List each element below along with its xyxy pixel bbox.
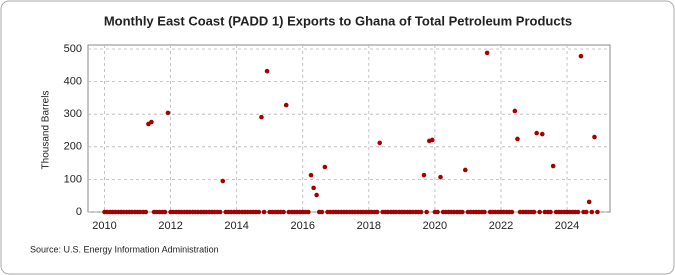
data-point: [149, 119, 154, 125]
data-point: [429, 137, 435, 143]
data-point: [534, 130, 539, 136]
data-point: [256, 209, 262, 215]
x-tick-label: 2012: [158, 220, 182, 232]
data-point: [438, 174, 443, 180]
data-point: [217, 209, 223, 215]
data-point: [583, 209, 589, 215]
data-point: [259, 114, 264, 120]
y-tick-label: 400: [64, 76, 82, 88]
data-point: [550, 163, 556, 169]
data-point: [512, 108, 518, 114]
data-point: [165, 110, 171, 116]
data-point: [578, 53, 584, 59]
data-point: [162, 209, 168, 215]
data-point: [589, 209, 595, 215]
data-point: [314, 192, 319, 198]
data-point: [418, 209, 424, 215]
data-point: [435, 209, 440, 215]
x-tick-label: 2024: [555, 220, 579, 232]
data-point: [462, 167, 468, 173]
y-tick-label: 100: [64, 173, 82, 185]
y-axis-label: Thousand Barrels: [41, 91, 52, 170]
x-tick-label: 2022: [489, 220, 513, 232]
data-point: [539, 131, 545, 137]
data-point: [460, 209, 465, 215]
data-point: [586, 199, 592, 205]
data-point: [311, 185, 316, 191]
data-point: [220, 178, 226, 184]
data-point: [319, 209, 325, 215]
plot-area: [87, 44, 611, 213]
data-point: [143, 209, 149, 215]
data-point: [374, 209, 380, 215]
data-point: [515, 136, 520, 142]
y-tick-label: 500: [64, 43, 82, 55]
data-point: [592, 134, 597, 140]
chart-title: Monthly East Coast (PADD 1) Exports to G…: [104, 13, 572, 28]
x-tick-label: 2018: [357, 220, 381, 232]
data-point: [281, 209, 286, 215]
data-point: [264, 68, 270, 74]
data-point: [575, 209, 581, 215]
x-tick-label: 2010: [92, 220, 116, 232]
data-point: [531, 209, 537, 215]
x-tick-label: 2014: [224, 220, 248, 232]
data-point: [377, 140, 383, 146]
data-point: [595, 209, 600, 215]
y-tick-label: 0: [76, 206, 82, 218]
x-tick-label: 2020: [423, 220, 447, 232]
y-tick-label: 200: [64, 141, 82, 153]
data-point: [548, 209, 553, 215]
data-point: [283, 102, 289, 108]
source: Source: U.S. Energy Information Administ…: [30, 244, 219, 254]
y-tick-label: 300: [64, 108, 82, 120]
data-point: [322, 164, 328, 170]
data-point: [421, 172, 427, 178]
data-point: [482, 209, 487, 215]
data-point: [261, 209, 267, 215]
x-tick-label: 2016: [291, 220, 315, 232]
data-point: [484, 50, 490, 56]
data-point: [537, 209, 542, 215]
data-point: [424, 209, 429, 215]
data-point: [308, 172, 314, 178]
data-point: [306, 209, 311, 215]
data-point: [509, 209, 515, 215]
